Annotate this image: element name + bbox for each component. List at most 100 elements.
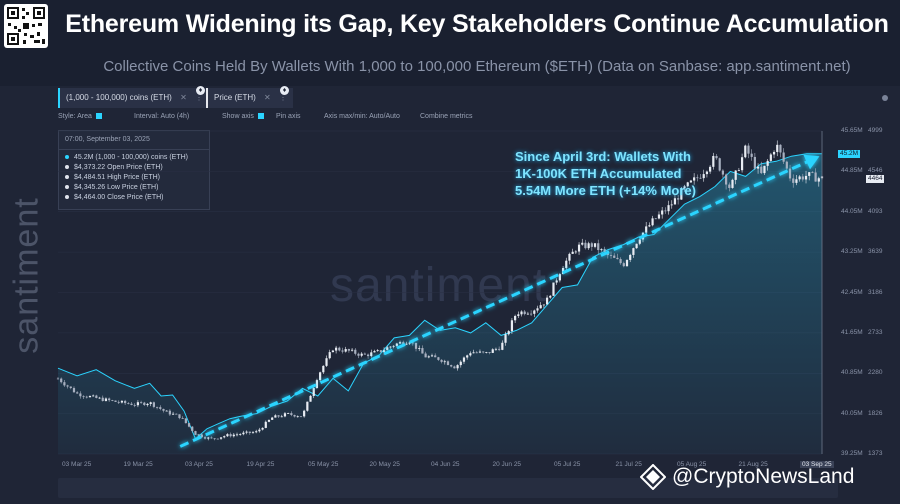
price-candle (667, 205, 670, 212)
close-icon[interactable]: ✕ (264, 93, 271, 102)
style-selector[interactable]: Style: Area (58, 113, 102, 120)
price-candle (772, 151, 776, 155)
pin-axis-toggle[interactable]: Pin axis (276, 113, 301, 120)
price-candle (654, 218, 657, 220)
price-candle (293, 414, 296, 417)
price-candle (715, 155, 718, 159)
price-candle (194, 431, 197, 435)
price-candle (373, 351, 376, 353)
price-candle (79, 393, 82, 397)
holdings-axis-tick: 44.05M (841, 207, 863, 215)
price-candle (485, 352, 488, 353)
page-title: Ethereum Widening its Gap, Key Stakehold… (65, 10, 889, 38)
chart-tooltip: 07:00, September 03, 2025 45.2M (1,000 -… (58, 130, 210, 210)
price-candle (450, 365, 453, 367)
price-candle (191, 426, 194, 432)
price-candle (635, 243, 638, 249)
price-candle (127, 403, 130, 404)
price-candle (181, 418, 184, 419)
combine-metrics-button[interactable]: Combine metrics (420, 113, 473, 120)
price-candle (811, 172, 814, 173)
settings-icon[interactable] (882, 95, 888, 101)
price-candle (133, 404, 136, 406)
color-swatch-icon[interactable] (95, 113, 102, 119)
price-candle (680, 188, 683, 200)
close-icon[interactable]: ✕ (180, 93, 187, 102)
price-candle (386, 347, 389, 351)
price-candle (488, 352, 491, 353)
price-candle (223, 436, 226, 438)
price-candle (283, 413, 287, 417)
axis-minmax-selector[interactable]: Axis max/min: Auto/Auto (324, 113, 400, 120)
price-candle (686, 182, 689, 187)
price-candle (526, 313, 530, 315)
price-candle (808, 172, 811, 176)
price-candle (370, 352, 373, 357)
price-candle (520, 311, 523, 315)
price-candle (638, 239, 641, 244)
more-icon[interactable]: ⋮ (278, 93, 287, 102)
price-candle (798, 176, 801, 180)
tooltip-row: 45.2M (1,000 - 100,000) coins (ETH) (65, 154, 188, 161)
interval-selector[interactable]: Interval: Auto (4h) (134, 113, 190, 120)
price-axis-tick: 1373 (868, 450, 883, 457)
timeline-scroller[interactable] (58, 478, 838, 498)
x-axis-tick: 03 Mar 25 (62, 461, 92, 468)
price-candle (533, 310, 536, 314)
checkbox-icon[interactable] (257, 113, 264, 119)
price-candle (280, 416, 283, 418)
price-candle (539, 305, 542, 309)
holdings-axis-tick: 41.65M (841, 328, 863, 336)
price-candle (60, 378, 63, 383)
price-candle (82, 396, 85, 398)
price-axis-tick: 4546 (868, 167, 883, 175)
price-candle (143, 402, 146, 406)
price-candle (159, 407, 162, 409)
price-candle (750, 153, 753, 157)
price-candle (76, 392, 79, 394)
price-candle (434, 355, 437, 358)
price-candle (271, 417, 274, 420)
price-candle (226, 434, 229, 437)
holdings-current-badge: 45.2M (838, 149, 861, 158)
price-candle (414, 342, 418, 349)
price-candle (817, 178, 820, 182)
watermark: santiment (330, 259, 548, 312)
price-candle (760, 166, 763, 174)
price-candle (319, 372, 322, 381)
metric-tab-holdings[interactable]: (1,000 - 100,000) coins (ETH) ✕ ⋮ (58, 88, 209, 108)
price-candle (517, 314, 520, 316)
price-candle (331, 350, 335, 353)
x-axis-tick: 19 Mar 25 (123, 461, 153, 468)
price-candle (92, 395, 95, 397)
price-candle (712, 155, 715, 167)
price-candle (98, 397, 101, 399)
price-candle (287, 413, 290, 414)
price-candle (303, 410, 306, 417)
show-axis-toggle[interactable]: Show axis (222, 113, 264, 120)
price-candle (629, 254, 632, 260)
price-candle (571, 251, 574, 254)
page-subtitle: Collective Coins Held By Wallets With 1,… (103, 58, 851, 75)
price-candle (670, 204, 673, 206)
price-candle (555, 280, 558, 283)
price-candle (85, 396, 88, 398)
price-candle (315, 380, 319, 389)
price-candle (341, 350, 344, 352)
price-candle (108, 398, 111, 401)
price-candle (66, 385, 69, 387)
price-candle (392, 345, 395, 347)
price-candle (235, 434, 239, 436)
more-icon[interactable]: ⋮ (195, 93, 203, 102)
price-candle (673, 198, 677, 205)
x-axis-tick: 05 May 25 (308, 461, 339, 468)
price-candle (104, 398, 108, 402)
price-candle (501, 342, 504, 350)
x-axis-tick: 19 Apr 25 (246, 461, 275, 468)
price-candle (146, 403, 149, 406)
price-candle (648, 225, 651, 227)
annotation-line: 5.54M More ETH (+14% More) (515, 183, 696, 198)
metric-tab-price[interactable]: Price (ETH) ✕ ⋮ (206, 88, 293, 108)
price-candle (718, 158, 721, 171)
price-candle (325, 358, 328, 366)
